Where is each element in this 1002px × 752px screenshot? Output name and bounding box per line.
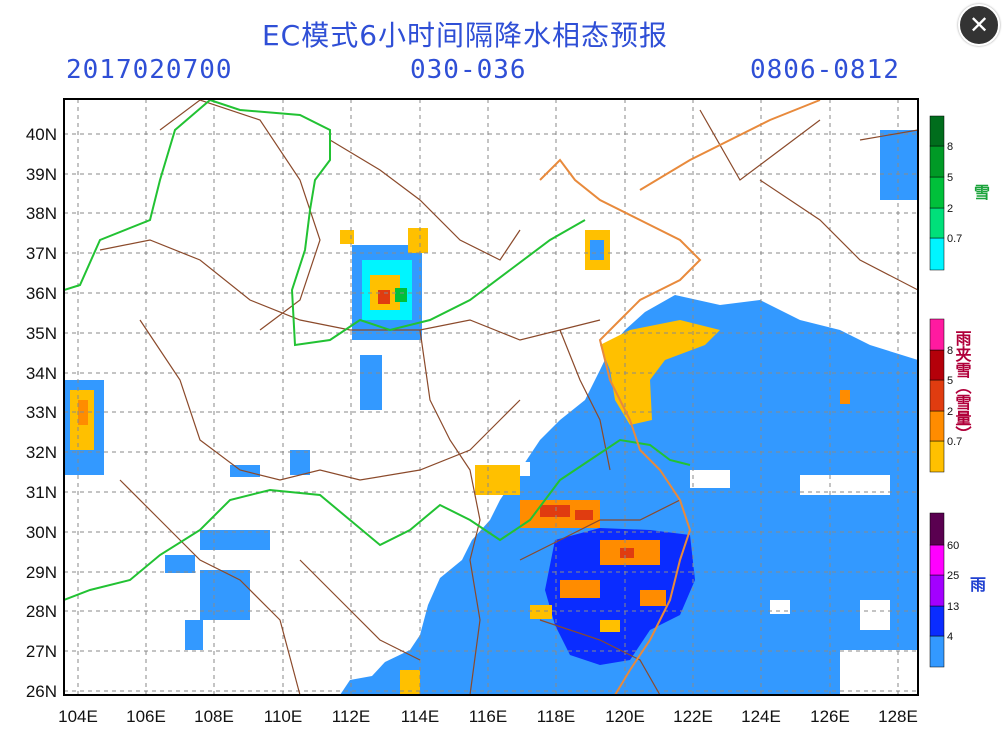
init-time: 2017020700 — [66, 55, 233, 85]
graticule — [64, 99, 918, 695]
legend-tick: 13 — [947, 601, 959, 613]
legend-swatch — [929, 605, 945, 637]
legend-swatch — [929, 176, 945, 209]
legend-tick: 0.7 — [947, 233, 962, 245]
lat-label: 31N — [26, 483, 57, 502]
legend-rain: 4 13 25 60 雨 — [929, 512, 986, 668]
lat-label: 32N — [26, 443, 57, 462]
legend-tick: 5 — [947, 375, 953, 387]
lon-label: 126E — [810, 707, 850, 726]
legend-title: 雨夹雪（雪量） — [953, 330, 972, 442]
legend-swatch — [929, 512, 945, 546]
lat-label: 35N — [26, 324, 57, 343]
lon-label: 106E — [126, 707, 166, 726]
lat-label: 39N — [26, 165, 57, 184]
legend-tick: 25 — [947, 570, 959, 582]
map-frame — [63, 98, 919, 696]
legend-swatch — [929, 318, 945, 351]
close-icon: ✕ — [968, 11, 990, 39]
lat-label: 27N — [26, 642, 57, 661]
legend-swatch — [929, 115, 945, 147]
forecast-hours: 030-036 — [410, 55, 527, 85]
legend-tick: 0.7 — [947, 436, 962, 448]
lat-axis: 40N 39N 38N 37N 36N 35N 34N 33N 32N 31N … — [26, 125, 57, 701]
legend-snow: 0.7 2 5 8 雪 — [929, 115, 990, 271]
close-button[interactable]: ✕ — [958, 4, 1000, 46]
chart-title: EC模式6小时间隔降水相态预报 — [261, 19, 669, 52]
legend-title: 雪 — [974, 183, 990, 202]
legend-swatch — [929, 237, 945, 271]
legend-swatch — [929, 349, 945, 381]
legend-tick: 8 — [947, 345, 953, 357]
lat-label: 30N — [26, 523, 57, 542]
lat-label: 37N — [26, 244, 57, 263]
legend-sleet: 0.7 2 5 8 雨夹雪（雪量） — [929, 318, 972, 473]
lon-label: 122E — [673, 707, 713, 726]
lat-label: 34N — [26, 364, 57, 383]
lon-label: 112E — [332, 707, 370, 726]
rivers — [64, 99, 691, 601]
legend-swatch — [929, 440, 945, 473]
lon-label: 120E — [605, 707, 645, 726]
legend-tick: 4 — [947, 631, 953, 643]
legend-tick: 60 — [947, 540, 959, 552]
lat-label: 29N — [26, 563, 57, 582]
lon-label: 128E — [878, 707, 918, 726]
lat-label: 28N — [26, 602, 57, 621]
legend-swatch — [929, 145, 945, 178]
province-borders — [99, 99, 918, 695]
lat-label: 36N — [26, 284, 57, 303]
lat-label: 26N — [26, 682, 57, 701]
lat-label: 40N — [26, 125, 57, 144]
lon-axis: 104E 106E 108E 110E 112E 114E 116E 118E … — [58, 707, 918, 726]
lat-label: 38N — [26, 204, 57, 223]
legend-swatch — [929, 207, 945, 239]
legend-title: 雨 — [970, 575, 986, 594]
legend-swatch — [929, 544, 945, 576]
legend-swatch — [929, 410, 945, 442]
coastline — [539, 99, 821, 695]
lon-label: 118E — [537, 707, 575, 726]
legend-swatch — [929, 574, 945, 607]
legend-swatch — [929, 635, 945, 668]
lat-label: 33N — [26, 403, 57, 422]
lon-label: 110E — [264, 707, 302, 726]
lon-label: 116E — [469, 707, 507, 726]
legend-tick: 2 — [947, 406, 953, 418]
lon-label: 124E — [741, 707, 781, 726]
legend-tick: 8 — [947, 141, 953, 153]
lon-label: 114E — [401, 707, 439, 726]
legend-tick: 2 — [947, 203, 953, 215]
lon-label: 108E — [194, 707, 234, 726]
valid-period: 0806-0812 — [750, 55, 900, 85]
lon-label: 104E — [58, 707, 98, 726]
legend-swatch — [929, 379, 945, 412]
legend-tick: 5 — [947, 172, 953, 184]
